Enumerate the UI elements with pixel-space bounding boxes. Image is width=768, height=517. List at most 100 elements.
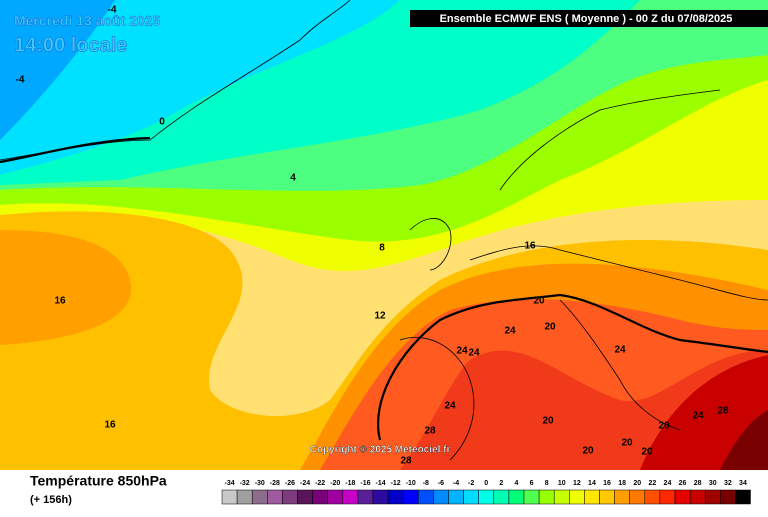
- contour-label: 20: [621, 438, 633, 449]
- legend-swatch: [659, 489, 676, 505]
- contour-label: 12: [374, 311, 386, 322]
- legend-swatch: [297, 489, 313, 505]
- legend-swatch: [433, 489, 449, 505]
- lead-time: (+ 156h): [30, 494, 72, 506]
- forecast-time: 14:00 locale: [14, 34, 127, 56]
- contour-label: 28: [717, 406, 729, 417]
- legend-swatch: [704, 489, 721, 505]
- legend-tick-label: -22: [315, 480, 325, 487]
- legend-tick-label: -2: [468, 480, 474, 487]
- field-title: Température 850hPa: [30, 473, 167, 489]
- contour-label: 24: [468, 348, 480, 359]
- legend-swatch: [689, 489, 706, 505]
- legend-swatch: [372, 489, 389, 505]
- contour-label: 28: [400, 456, 412, 467]
- contour-label: 16: [104, 420, 116, 431]
- legend-tick-label: 18: [618, 480, 626, 487]
- legend-swatch: [312, 489, 328, 505]
- legend-tick-label: -30: [255, 480, 265, 487]
- legend-tick-label: -8: [423, 480, 429, 487]
- legend-tick-label: 14: [588, 480, 596, 487]
- legend-tick-label: -6: [438, 480, 444, 487]
- contour-label: 28: [424, 426, 436, 437]
- legend-swatch: [282, 489, 298, 505]
- legend-swatch: [221, 489, 238, 505]
- copyright: Copyright © 2025 Meteociel.fr: [310, 445, 451, 456]
- contour-label: 8: [379, 243, 385, 254]
- forecast-date: Mercredi 13 août 2025: [14, 13, 161, 29]
- legend-swatch: [644, 489, 661, 505]
- legend-tick-label: -32: [240, 480, 250, 487]
- legend-swatch: [342, 489, 359, 505]
- run-banner: [410, 10, 768, 27]
- legend-tick-label: 24: [664, 480, 672, 487]
- legend-tick-label: 16: [603, 480, 611, 487]
- legend-swatch: [493, 489, 510, 505]
- legend-tick-label: 34: [739, 480, 747, 487]
- run-info: Ensemble ECMWF ENS ( Moyenne ) - 00 Z du…: [440, 13, 733, 25]
- legend-swatch: [735, 489, 751, 505]
- legend-tick-label: -28: [270, 480, 280, 487]
- legend-tick-label: -26: [285, 480, 295, 487]
- contour-label: 16: [54, 296, 66, 307]
- color-legend: -34 -32 -30 -28 -26 -24 -22 -20 -18 -16 -14 -12 -10-…: [221, 480, 751, 505]
- contour-label: 20: [658, 421, 670, 432]
- legend-tick-label: -10: [406, 480, 416, 487]
- contour-label: 20: [582, 446, 594, 457]
- legend-swatch: [251, 489, 268, 505]
- contour-label: 4: [290, 173, 296, 184]
- contour-label: 0: [159, 117, 165, 128]
- legend-swatch: [448, 489, 464, 505]
- legend-swatch: [569, 489, 585, 505]
- contour-label: 24: [504, 326, 516, 337]
- legend-swatch: [418, 489, 434, 505]
- legend-tick-label: 20: [633, 480, 641, 487]
- legend-tick-label: -34: [224, 480, 234, 487]
- contour-label: 20: [641, 447, 653, 458]
- contour-label: -4: [16, 75, 25, 86]
- contour-label: 24: [692, 411, 704, 422]
- legend-tick-label: 28: [694, 480, 702, 487]
- contour-label: 16: [524, 241, 536, 252]
- legend-swatch: [553, 489, 570, 505]
- legend-tick-label: 2: [499, 480, 503, 487]
- legend-swatch: [523, 489, 540, 505]
- legend-swatch: [584, 489, 600, 505]
- legend-tick-label: 8: [545, 480, 549, 487]
- contour-label: -4: [108, 5, 117, 16]
- legend-swatch: [402, 489, 419, 505]
- legend-tick-label: -18: [345, 480, 355, 487]
- legend-swatch: [387, 489, 404, 505]
- legend-tick-label: -4: [453, 480, 459, 487]
- legend-swatch: [357, 489, 374, 505]
- legend-tick-label: 6: [530, 480, 534, 487]
- legend-swatch: [674, 489, 691, 505]
- legend-tick-label: -14: [375, 480, 385, 487]
- legend-tick-label: -12: [391, 480, 401, 487]
- legend-tick-label: 4: [514, 480, 518, 487]
- legend-swatch: [538, 489, 555, 505]
- legend-tick-label: 32: [724, 480, 732, 487]
- temperature-field: [0, 0, 768, 470]
- contour-label: 24: [444, 401, 456, 412]
- legend-tick-label: 26: [679, 480, 687, 487]
- legend-swatch: [629, 489, 646, 505]
- legend-tick-label: -20: [330, 480, 340, 487]
- legend-swatch: [508, 489, 525, 505]
- legend-swatch: [478, 489, 495, 505]
- legend-swatch: [599, 489, 615, 505]
- legend-tick-label: -16: [360, 480, 370, 487]
- legend-swatch: [614, 489, 630, 505]
- legend-swatch: [267, 489, 283, 505]
- legend-tick-label: 10: [558, 480, 566, 487]
- legend-tick-label: 30: [709, 480, 717, 487]
- legend-tick-label: 12: [573, 480, 581, 487]
- contour-label: 24: [456, 346, 468, 357]
- legend-swatch: [236, 489, 253, 505]
- freezing-contour: [0, 136, 768, 441]
- legend-tick-label: 22: [648, 480, 656, 487]
- legend-swatch: [720, 489, 736, 505]
